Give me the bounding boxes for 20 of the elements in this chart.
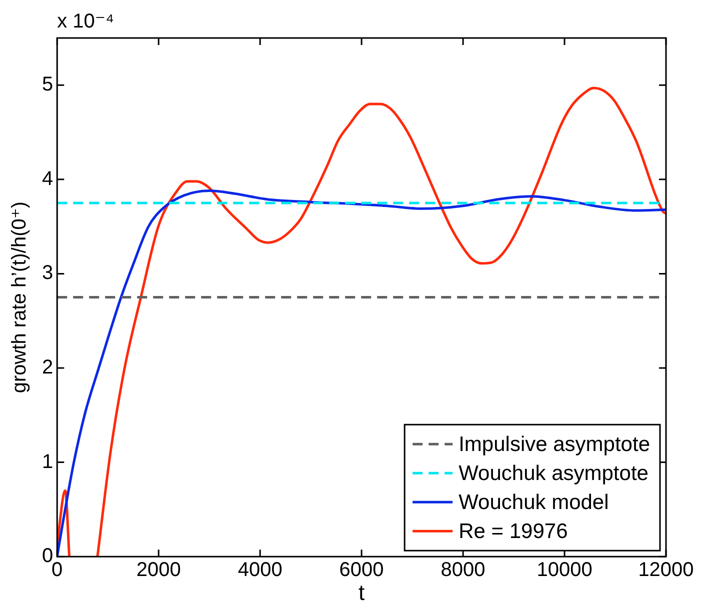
y-tick-label: 0 — [42, 545, 54, 568]
line-series — [57, 190, 666, 557]
legend-label: Re = 19976 — [458, 520, 568, 543]
x-tick-label: 4000 — [238, 559, 282, 582]
x-tick-label: 6000 — [339, 559, 384, 582]
legend-label: Wouchuk asymptote — [458, 462, 648, 485]
x-tick-label: 8000 — [440, 559, 486, 582]
y-tick-label: 5 — [42, 74, 54, 96]
y-tick-label: 3 — [42, 262, 54, 284]
x-tick-label: 12000 — [638, 559, 694, 582]
y-tick-label: 4 — [42, 168, 54, 190]
x-tick-label: 10000 — [536, 559, 592, 582]
legend-label: Impulsive asymptote — [458, 432, 650, 456]
x-tick-label: 2000 — [136, 559, 181, 582]
x-axis-title: t — [358, 580, 365, 605]
text: x 10⁻⁴ — [57, 10, 114, 33]
y-tick-label: 1 — [42, 450, 54, 473]
y-tick-label: 2 — [42, 356, 54, 379]
legend-label: Wouchuk model — [458, 490, 609, 514]
y-axis-title: growth rate h’(t)/h(0⁺) — [8, 201, 31, 394]
